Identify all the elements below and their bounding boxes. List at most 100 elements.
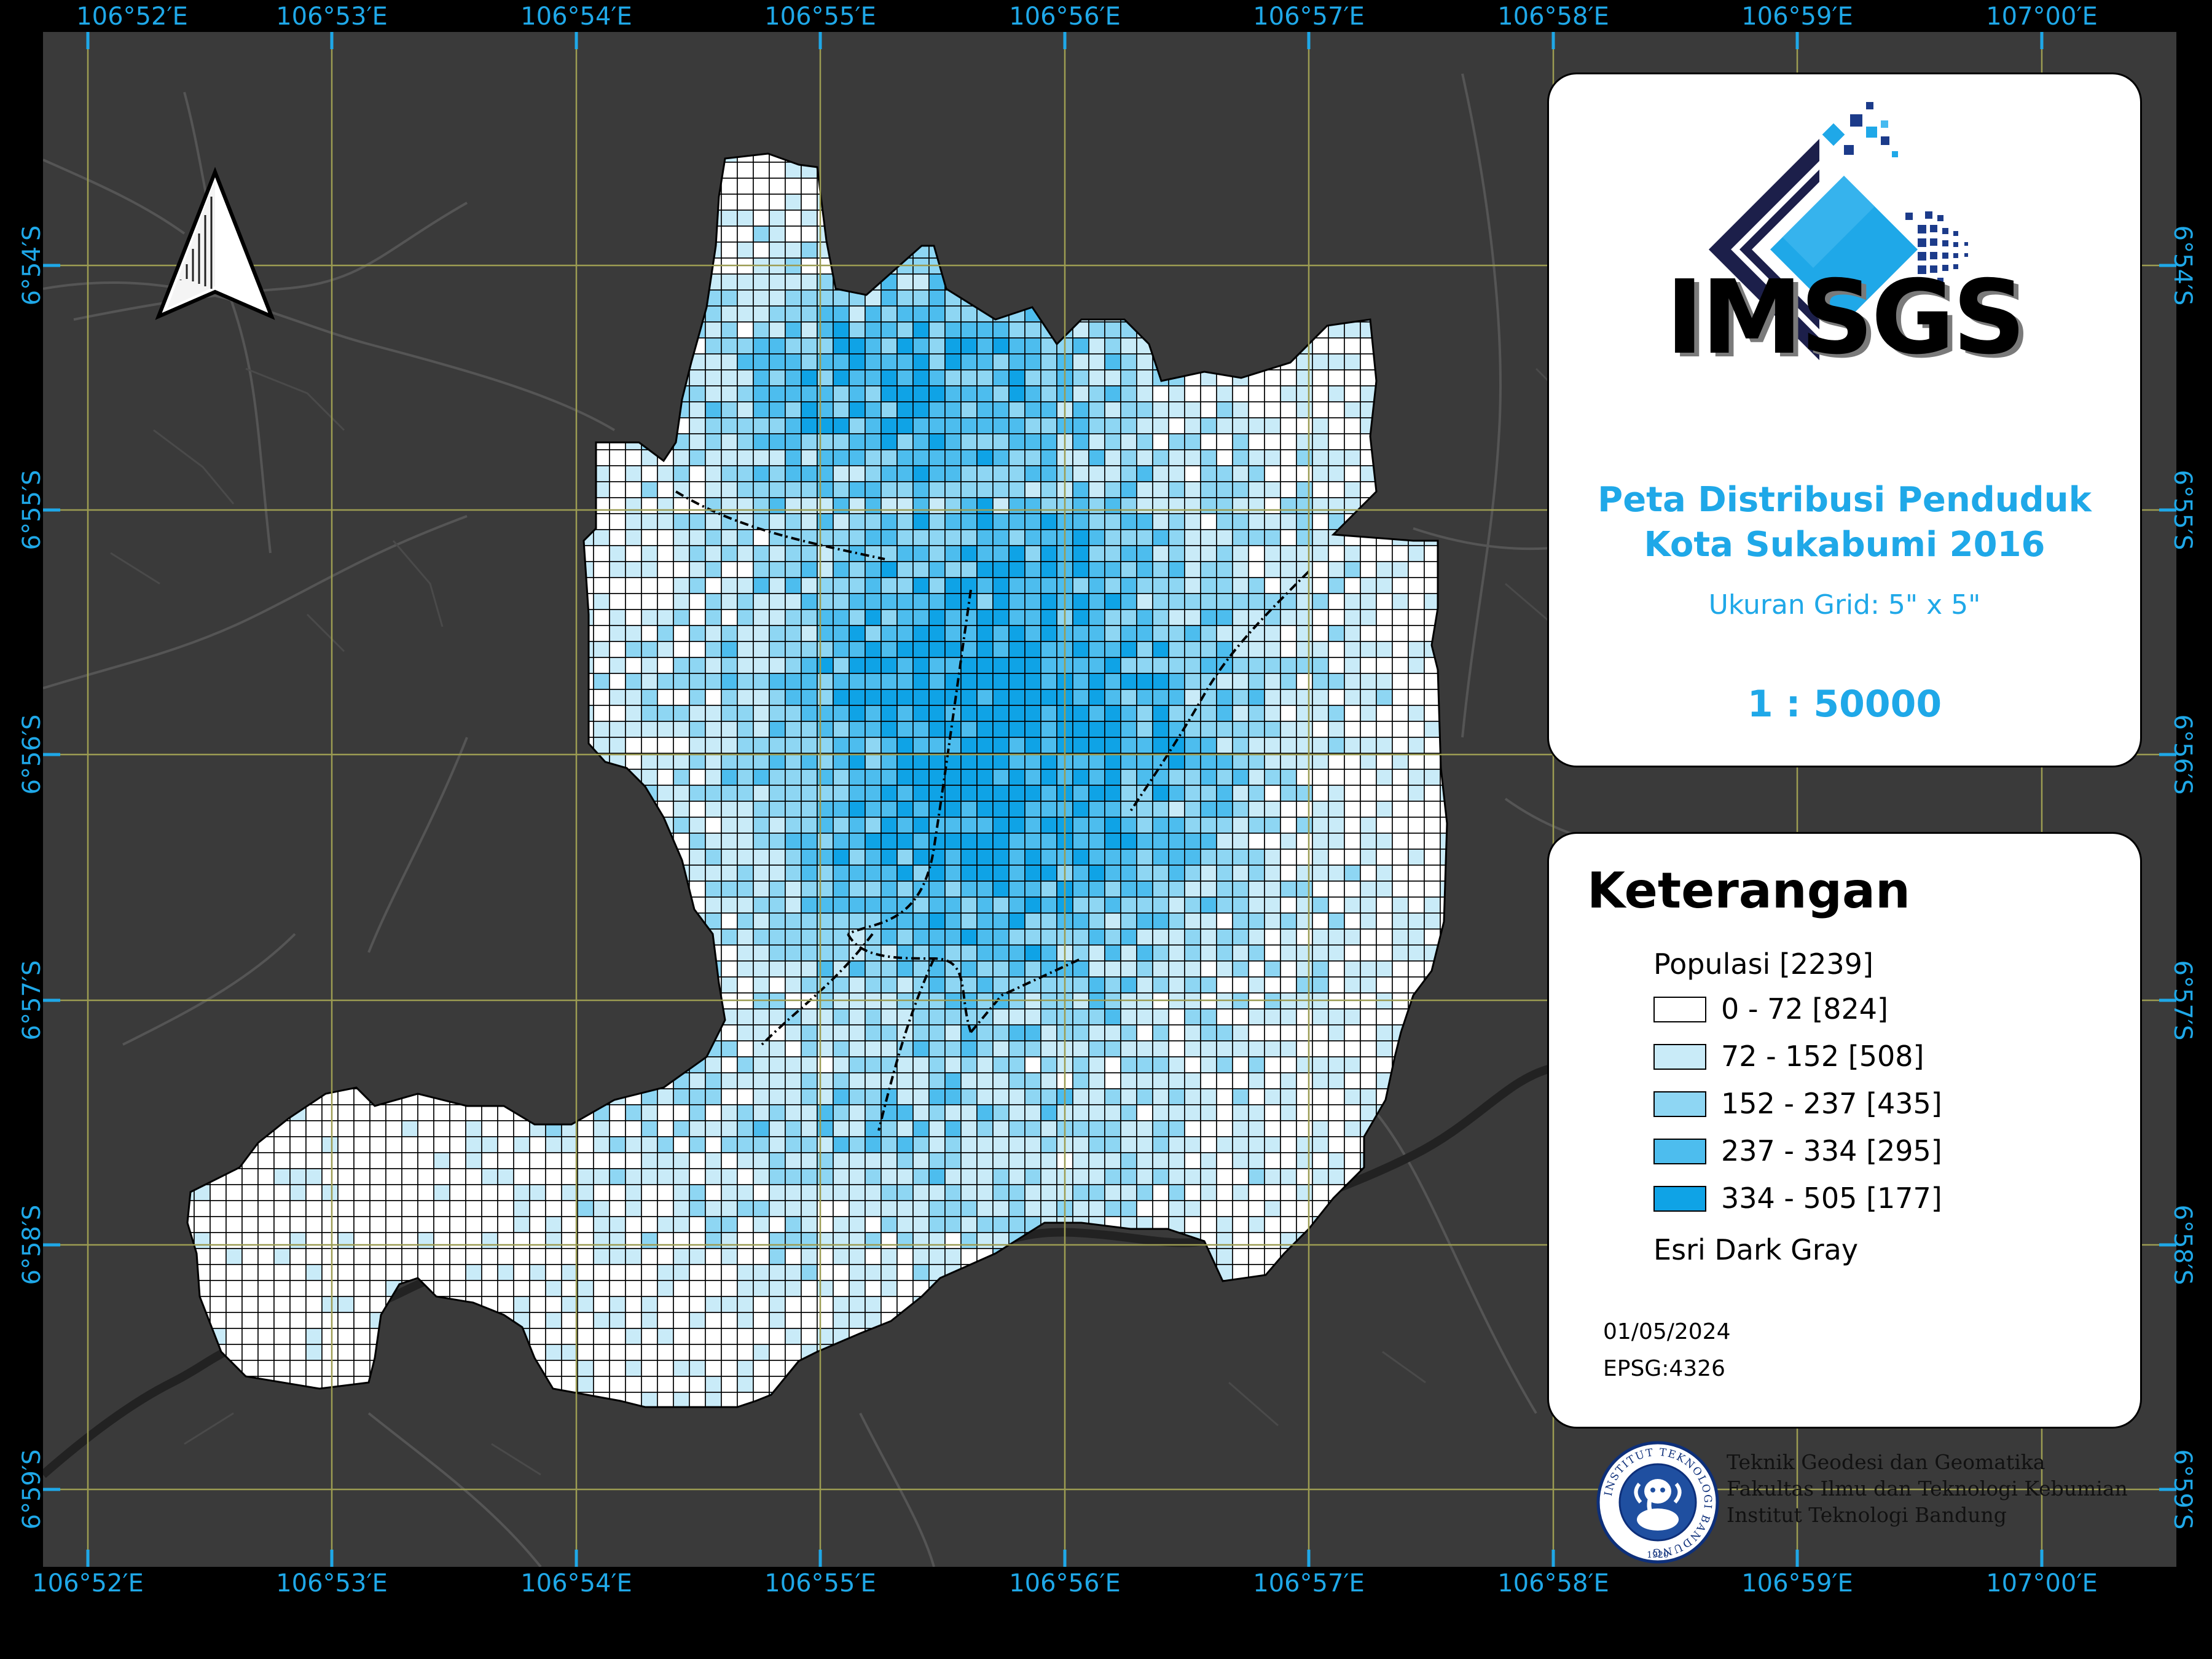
grid-cell <box>1296 609 1313 626</box>
grid-cell <box>1040 657 1057 674</box>
grid-cell <box>1120 449 1137 466</box>
grid-cell <box>785 657 802 674</box>
grid-cell <box>737 1104 754 1121</box>
grid-cell <box>912 609 930 626</box>
grid-cell <box>689 833 706 850</box>
grid-cell <box>896 417 914 434</box>
grid-cell <box>944 817 962 834</box>
grid-cell <box>1024 833 1041 850</box>
grid-cell <box>992 657 1010 674</box>
grid-cell <box>801 912 818 930</box>
grid-cell <box>1088 1104 1105 1121</box>
grid-cell <box>769 1008 786 1026</box>
grid-cell <box>1104 321 1121 339</box>
grid-cell <box>1184 1008 1201 1026</box>
grid-cell <box>609 721 626 738</box>
grid-cell <box>1440 880 1447 898</box>
grid-cell <box>1184 497 1201 514</box>
grid-cell <box>753 769 770 786</box>
grid-cell <box>1408 928 1425 946</box>
grid-cell <box>737 369 754 386</box>
grid-cell <box>737 753 754 770</box>
grid-cell <box>833 641 850 658</box>
grid-cell <box>769 753 786 770</box>
grid-cell <box>1120 753 1137 770</box>
grid-cell <box>609 625 626 642</box>
grid-cell <box>1120 465 1137 482</box>
grid-cell <box>896 625 914 642</box>
grid-cell <box>1328 705 1345 722</box>
grid-cell <box>1152 673 1169 690</box>
grid-cell <box>1120 1088 1137 1105</box>
grid-cell <box>865 928 882 946</box>
grid-cell <box>801 1040 818 1057</box>
grid-cell <box>641 625 658 642</box>
grid-cell <box>1344 960 1361 978</box>
grid-cell <box>1360 944 1377 962</box>
grid-cell <box>1328 401 1345 418</box>
grid-cell <box>1200 849 1217 866</box>
grid-cell <box>1152 1008 1169 1026</box>
grid-cell <box>1360 1072 1377 1089</box>
grid-cell <box>1024 609 1041 626</box>
grid-cell <box>1088 449 1105 466</box>
grid-cell <box>801 1072 818 1089</box>
grid-cell <box>1376 753 1393 770</box>
grid-cell <box>1216 673 1233 690</box>
grid-cell <box>1008 385 1026 402</box>
grid-cell <box>1104 721 1121 738</box>
grid-cell <box>1040 849 1057 866</box>
grid-cell <box>1360 960 1377 978</box>
grid-cell <box>1328 785 1345 802</box>
grid-cell <box>609 593 626 610</box>
grid-cell <box>705 801 722 818</box>
grid-cell <box>657 593 674 610</box>
grid-cell <box>1184 449 1201 466</box>
grid-cell <box>1296 737 1313 754</box>
grid-cell <box>865 849 882 866</box>
grid-cell <box>992 625 1010 642</box>
grid-cell <box>321 1104 339 1121</box>
grid-cell <box>1264 465 1281 482</box>
grid-cell <box>1264 641 1281 658</box>
grid-cell <box>1200 1104 1217 1121</box>
grid-cell <box>1328 896 1345 914</box>
grid-cell <box>1120 1104 1137 1121</box>
grid-cell <box>944 625 962 642</box>
grid-cell <box>513 1120 530 1137</box>
grid-cell <box>1072 369 1089 386</box>
grid-cell <box>1168 465 1185 482</box>
grid-cell <box>960 417 978 434</box>
grid-cell <box>1296 928 1313 946</box>
grid-cell <box>1312 657 1329 674</box>
grid-cell <box>1264 785 1281 802</box>
grid-cell <box>1136 593 1153 610</box>
grid-cell <box>849 833 866 850</box>
grid-cell <box>1008 593 1026 610</box>
grid-cell <box>960 896 978 914</box>
grid-cell <box>1120 657 1137 674</box>
grid-cell <box>992 1104 1010 1121</box>
grid-cell <box>1088 785 1105 802</box>
grid-cell <box>992 433 1010 450</box>
grid-cell <box>1168 865 1185 882</box>
grid-cell <box>912 369 930 386</box>
grid-cell <box>1280 1104 1297 1121</box>
grid-cell <box>1344 577 1361 594</box>
grid-cell <box>801 721 818 738</box>
grid-cell <box>689 1072 706 1089</box>
grid-cell <box>1216 417 1233 434</box>
grid-cell <box>689 369 706 386</box>
grid-cell <box>1024 529 1041 546</box>
grid-cell <box>801 976 818 994</box>
grid-cell <box>689 401 706 418</box>
grid-cell <box>1120 609 1137 626</box>
grid-cell <box>1376 944 1393 962</box>
grid-cell <box>928 401 946 418</box>
grid-cell <box>1408 833 1425 850</box>
grid-cell <box>833 433 850 450</box>
grid-cell <box>753 529 770 546</box>
grid-cell <box>1408 657 1425 674</box>
grid-cell <box>849 369 866 386</box>
grid-cell <box>1168 1104 1185 1121</box>
